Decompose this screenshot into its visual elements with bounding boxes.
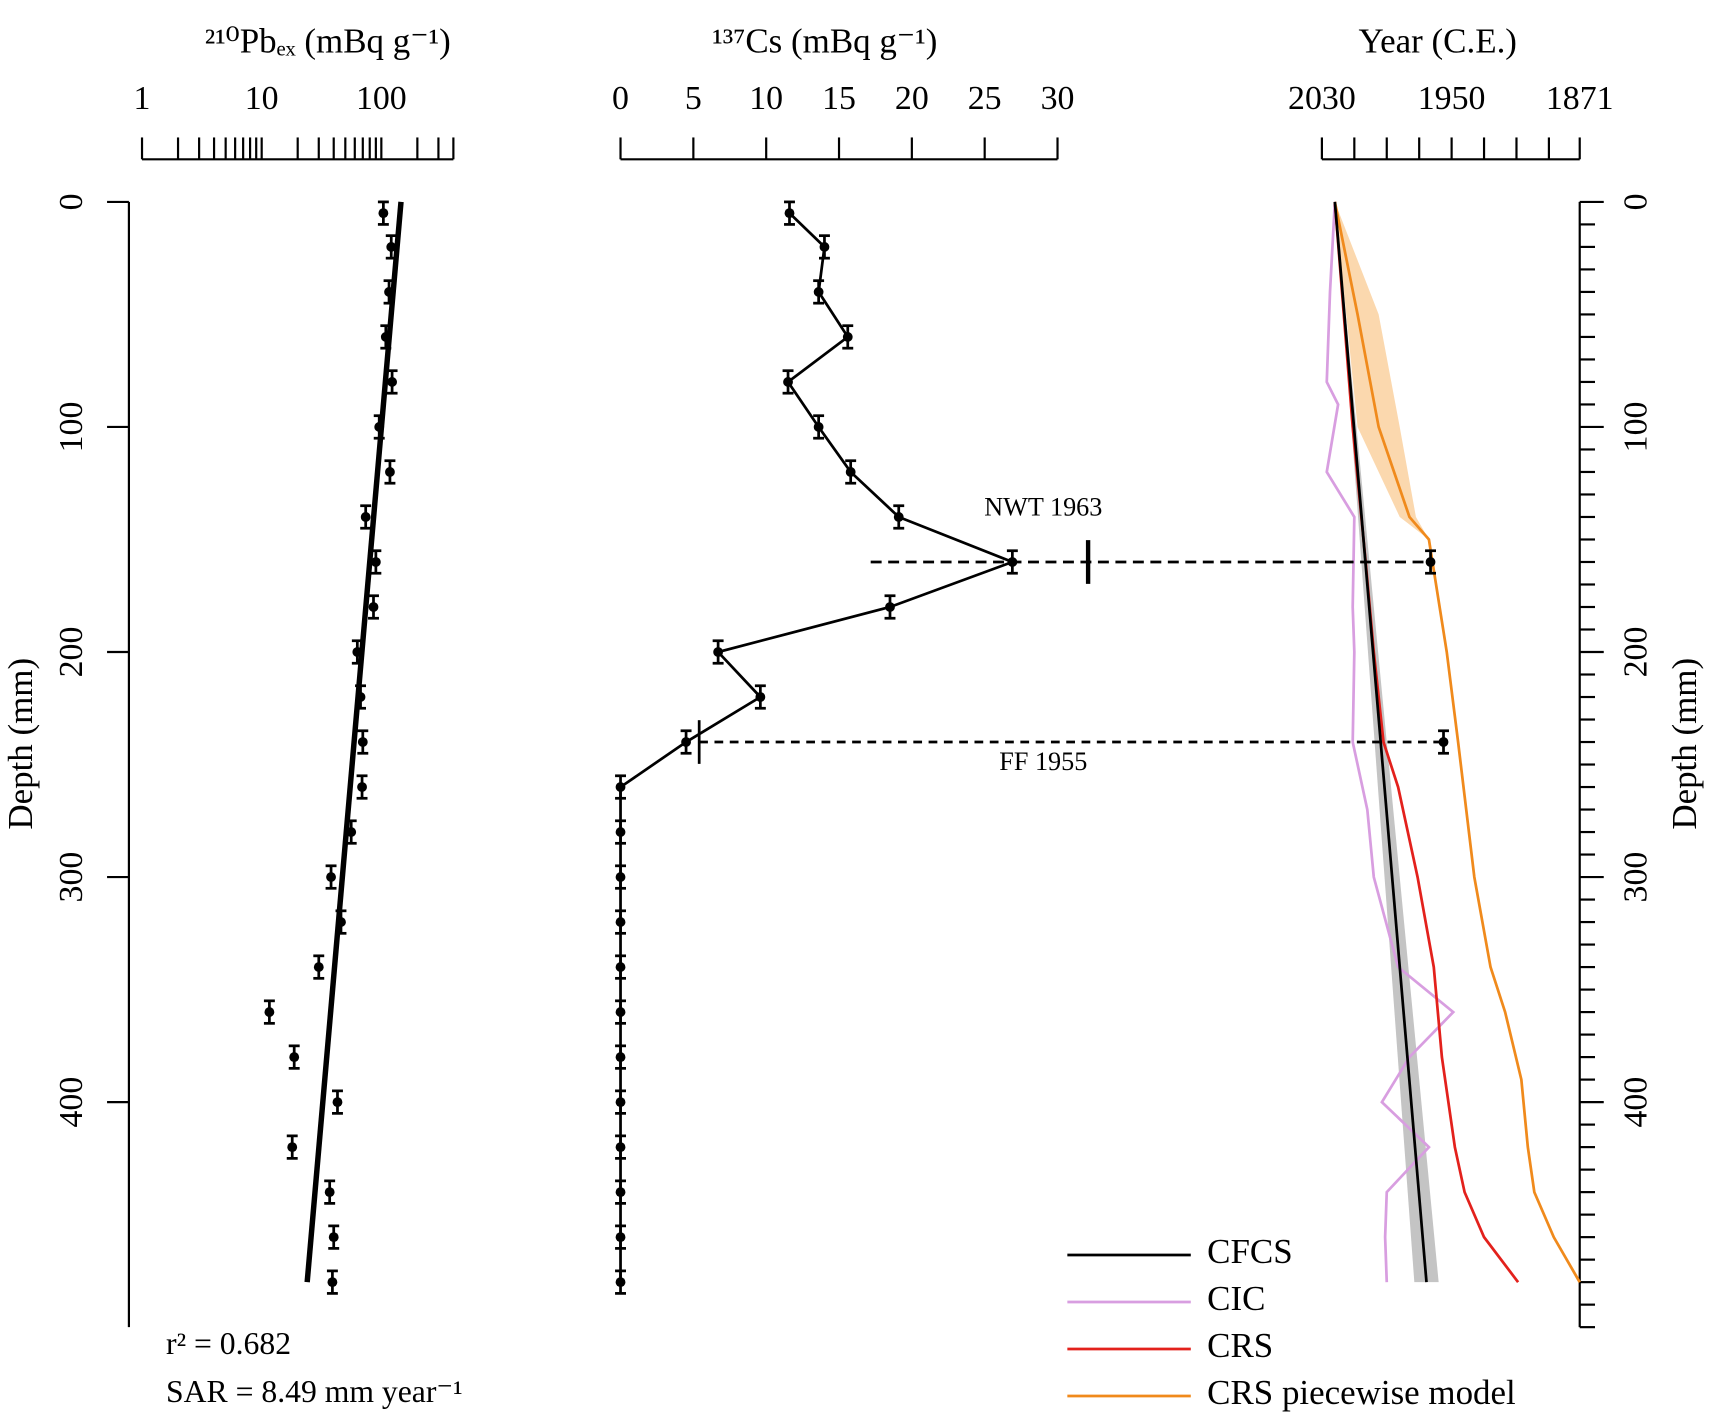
y2-tick-label: 0	[1617, 193, 1654, 210]
data-point	[385, 467, 395, 477]
data-point	[813, 422, 824, 432]
x-tick-label: 1	[134, 80, 151, 117]
data-point	[357, 782, 367, 792]
fit-line	[304, 201, 404, 1283]
legend-label: CRS	[1207, 1326, 1273, 1365]
data-point	[819, 242, 830, 252]
data-point	[264, 1007, 275, 1018]
data-point	[615, 917, 626, 927]
data-point	[313, 962, 324, 972]
x-tick-label: 2030	[1288, 80, 1356, 117]
x-tick-label: 30	[1041, 80, 1075, 117]
data-point	[352, 647, 363, 657]
data-point	[783, 377, 793, 387]
data-point	[615, 1277, 626, 1288]
x-tick-label: 20	[895, 80, 929, 117]
y-tick-label: 400	[53, 1077, 90, 1128]
data-point	[615, 827, 626, 837]
data-point	[713, 647, 724, 657]
data-point	[845, 467, 856, 477]
legend-label: CIC	[1207, 1279, 1265, 1318]
data-point	[332, 1097, 343, 1108]
x-axis-title: Year (C.E.)	[1358, 22, 1517, 61]
x-tick-label: 1950	[1418, 80, 1486, 117]
data-point	[324, 1187, 335, 1198]
data-point	[384, 287, 394, 297]
data-point	[681, 737, 691, 747]
x-tick-label: 1871	[1546, 80, 1614, 117]
data-point	[615, 872, 626, 882]
legend-label: CRS piecewise model	[1207, 1373, 1516, 1412]
y-tick-label: 200	[53, 627, 90, 678]
y2-tick-label: 300	[1617, 852, 1654, 903]
y2-tick-label: 100	[1617, 402, 1654, 453]
data-point	[346, 827, 357, 837]
x-tick-label: 25	[968, 80, 1002, 117]
data-point	[615, 782, 626, 792]
data-point	[387, 377, 398, 387]
annotation: r² = 0.682	[166, 1326, 291, 1361]
x-tick-label: 0	[612, 80, 629, 117]
data-point	[615, 1142, 626, 1153]
data-point	[287, 1142, 298, 1153]
data-point	[813, 287, 824, 297]
data-point	[893, 512, 904, 522]
data-point	[368, 602, 379, 612]
data-point	[615, 1187, 626, 1198]
x-tick-label: 100	[356, 80, 407, 117]
x-tick-label: 5	[685, 80, 702, 117]
data-point	[615, 1007, 626, 1018]
x-axis-title: ¹³⁷Cs (mBq g⁻¹)	[712, 22, 937, 61]
data-point	[615, 1097, 626, 1108]
data-point	[885, 602, 895, 612]
model-line	[1333, 201, 1581, 1283]
data-point	[357, 737, 368, 747]
data-point	[326, 872, 336, 882]
data-point	[327, 1277, 338, 1288]
data-point	[755, 692, 766, 702]
legend-label: CFCS	[1207, 1232, 1292, 1271]
data-point	[615, 1052, 626, 1063]
cs-line	[619, 212, 1017, 1283]
y-tick-label: 300	[53, 852, 90, 903]
horizon-label: NWT 1963	[984, 493, 1102, 522]
y-tick-label: 0	[53, 193, 90, 210]
y-axis-title: Depth (mm)	[1, 658, 40, 830]
data-point	[370, 557, 381, 567]
data-point	[360, 512, 371, 522]
x-tick-label: 10	[245, 80, 279, 117]
data-point	[355, 692, 366, 702]
dated-point	[1425, 557, 1436, 567]
data-point	[615, 962, 626, 972]
y-tick-label: 100	[53, 402, 90, 453]
y2-tick-label: 400	[1617, 1077, 1654, 1128]
data-point	[336, 917, 346, 927]
data-point	[378, 208, 389, 219]
annotation: SAR = 8.49 mm year⁻¹	[166, 1374, 463, 1409]
data-point	[386, 242, 397, 252]
data-point	[842, 332, 853, 342]
data-point	[615, 1232, 626, 1243]
y2-tick-label: 200	[1617, 627, 1654, 678]
data-point	[289, 1052, 300, 1063]
x-tick-label: 15	[822, 80, 856, 117]
horizon-label: FF 1955	[999, 747, 1087, 776]
data-point	[380, 332, 391, 342]
model-line	[1325, 201, 1456, 1283]
data-point	[784, 208, 795, 219]
dated-point	[1438, 737, 1449, 747]
uncertainty-band	[1334, 201, 1429, 540]
x-tick-label: 10	[749, 80, 783, 117]
data-point	[328, 1232, 339, 1243]
data-point	[374, 422, 385, 432]
x-axis-title: ²¹⁰Pbₑₓ (mBq g⁻¹)	[205, 22, 451, 61]
y2-axis-title: Depth (mm)	[1665, 658, 1704, 830]
